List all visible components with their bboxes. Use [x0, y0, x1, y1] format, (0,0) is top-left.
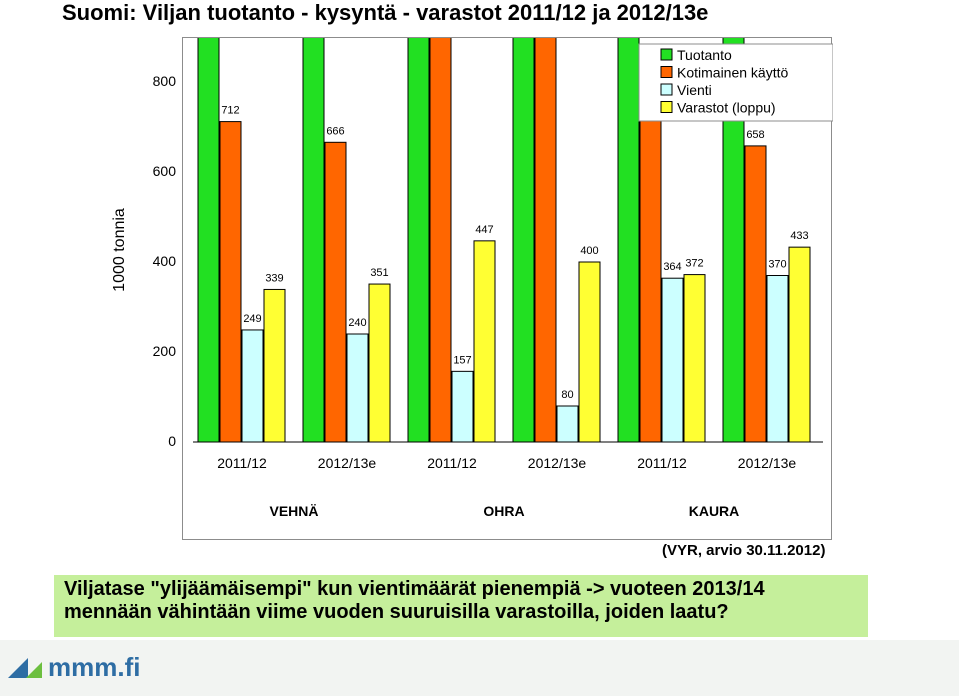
legend-swatch — [660, 48, 673, 61]
group-label-kaura: KAURA — [689, 503, 740, 519]
bar-kaura-2012-13e-s3 — [788, 246, 811, 443]
group-label-vehnä: VEHNÄ — [269, 503, 318, 519]
bar-ohra-2012-13e-s0 — [512, 38, 535, 443]
bar-kaura-2011-12-s0 — [617, 38, 640, 443]
bar-ohra-2012-13e-s2 — [556, 405, 579, 443]
bar-kaura-2011-12-s1 — [639, 110, 662, 443]
source-note: (VYR, arvio 30.11.2012) — [662, 542, 826, 559]
x-tick-label: 2012/13e — [318, 455, 377, 471]
x-tick-label: 2011/12 — [637, 455, 687, 471]
x-tick-label: 2012/13e — [738, 455, 797, 471]
data-label: 339 — [265, 272, 283, 284]
bar-kaura-2011-12-s3 — [683, 274, 706, 443]
data-label: 249 — [243, 313, 261, 325]
mmm-logo: mmm.fi — [6, 648, 146, 688]
summary-line-1: Viljatase "ylijäämäisempi" kun vientimää… — [64, 578, 765, 600]
y-tick-label: 200 — [153, 343, 177, 359]
x-tick-label: 2011/12 — [427, 455, 477, 471]
bar-ohra-2011-12-s3 — [473, 240, 496, 443]
bar-ohra-2011-12-s2 — [451, 370, 474, 443]
data-label: 157 — [453, 354, 471, 366]
y-tick-label: 800 — [153, 73, 177, 89]
data-label: 433 — [790, 230, 808, 242]
bar-ohra-2011-12-s1 — [429, 38, 452, 443]
bar-vehnä-2011-12-s0 — [197, 38, 220, 443]
bar-vehnä-2012-13e-s0 — [302, 38, 325, 443]
bar-chart: 9757122493392011/129086662403512012/13eV… — [193, 38, 833, 519]
summary-box: Viljatase "ylijäämäisempi" kun vientimää… — [54, 575, 868, 637]
legend-label: Kotimainen käyttö — [677, 65, 788, 81]
logo-text: mmm.fi — [48, 652, 141, 682]
chart-area: 9757122493392011/129086662403512012/13eV… — [182, 37, 833, 540]
summary-line-2: mennään vähintään viime vuoden suuruisil… — [64, 601, 729, 623]
bar-ohra-2012-13e-s1 — [534, 38, 557, 443]
footer-strip: mmm.fi — [0, 640, 959, 696]
logo-triangle-icon — [8, 658, 42, 678]
y-axis-label: 1000 tonnia — [111, 208, 128, 292]
bar-vehnä-2012-13e-s3 — [368, 283, 391, 443]
bar-ohra-2011-12-s0 — [407, 38, 430, 443]
legend-swatch — [660, 66, 673, 78]
bar-vehnä-2012-13e-s2 — [346, 333, 369, 443]
data-label: 370 — [768, 259, 786, 271]
data-label: 364 — [663, 261, 681, 273]
bar-kaura-2012-13e-s1 — [744, 145, 767, 443]
legend-label: Tuotanto — [677, 47, 732, 63]
y-tick-label: 600 — [153, 163, 177, 179]
legend-swatch — [660, 83, 673, 96]
chart-title: Suomi: Viljan tuotanto - kysyntä - varas… — [62, 0, 709, 25]
bar-kaura-2012-13e-s2 — [766, 275, 789, 443]
data-label: 240 — [348, 317, 366, 329]
legend-label: Vienti — [677, 82, 712, 98]
legend-label: Varastot (loppu) — [677, 100, 776, 116]
data-label: 658 — [746, 129, 764, 141]
legend-swatch — [660, 101, 673, 113]
bar-ohra-2012-13e-s3 — [578, 261, 601, 443]
data-label: 351 — [370, 267, 388, 279]
bar-vehnä-2011-12-s3 — [263, 288, 286, 443]
x-tick-label: 2012/13e — [528, 455, 587, 471]
bar-vehnä-2011-12-s2 — [241, 329, 264, 443]
data-label: 372 — [685, 258, 703, 270]
y-tick-label: 0 — [168, 433, 176, 449]
bar-vehnä-2012-13e-s1 — [324, 141, 347, 443]
data-label: 447 — [475, 224, 493, 236]
bar-vehnä-2011-12-s1 — [219, 121, 242, 443]
data-label: 666 — [326, 125, 344, 137]
data-label: 80 — [561, 389, 573, 401]
bar-kaura-2012-13e-s0 — [722, 38, 745, 443]
data-label: 400 — [580, 245, 598, 257]
group-label-ohra: OHRA — [483, 503, 524, 519]
x-tick-label: 2011/12 — [217, 455, 267, 471]
y-tick-label: 400 — [153, 253, 177, 269]
data-label: 712 — [221, 105, 239, 117]
bar-kaura-2011-12-s2 — [661, 277, 684, 443]
